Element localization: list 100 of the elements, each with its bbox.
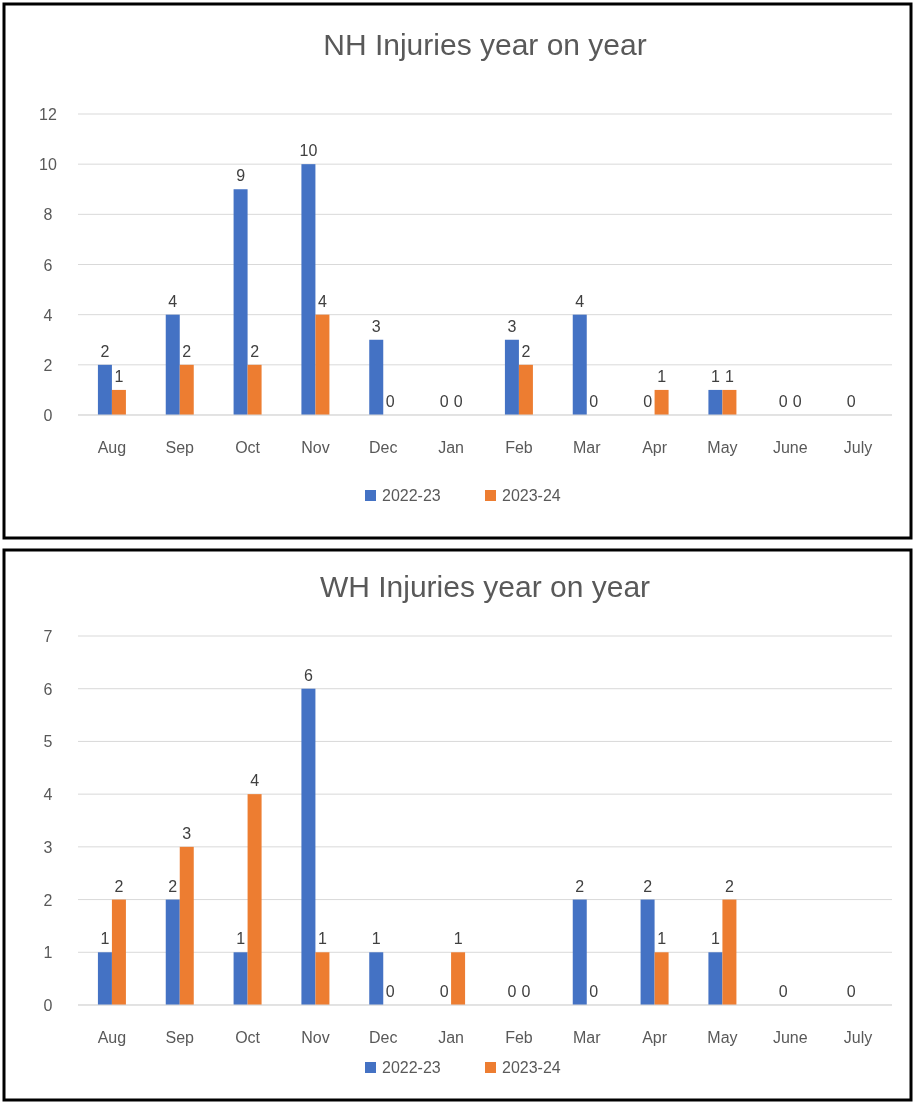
data-label: 1 — [236, 930, 246, 948]
data-label: 10 — [299, 142, 318, 160]
x-tick-label: Apr — [642, 1029, 668, 1046]
y-tick-label: 0 — [43, 997, 53, 1014]
data-label: 1 — [724, 367, 734, 385]
x-tick-label: Aug — [97, 439, 127, 456]
data-label: 1 — [657, 930, 667, 948]
y-tick-label: 6 — [43, 680, 53, 698]
bar — [233, 952, 248, 1005]
bar — [654, 952, 669, 1005]
bar — [179, 846, 194, 1005]
y-tick-label: 5 — [43, 733, 53, 751]
data-label: 1 — [114, 367, 124, 385]
data-label: 1 — [710, 367, 720, 385]
bar — [369, 339, 384, 415]
data-label: 0 — [439, 393, 449, 410]
bar — [233, 189, 248, 415]
x-tick-label: June — [772, 439, 808, 456]
bar — [451, 952, 466, 1005]
data-label: 2 — [114, 877, 124, 895]
chart-title: NH Injuries year on year — [323, 28, 647, 61]
data-label: 2 — [575, 877, 585, 895]
data-label: 2 — [182, 342, 192, 360]
y-tick-label: 6 — [43, 256, 53, 274]
bar — [722, 899, 737, 1005]
data-label: 2 — [100, 342, 110, 360]
data-label: 0 — [385, 983, 395, 1000]
bar — [97, 364, 112, 415]
bar — [369, 952, 384, 1005]
y-tick-label: 2 — [43, 891, 53, 909]
data-label: 1 — [657, 367, 667, 385]
bar — [504, 339, 519, 415]
x-tick-label: Apr — [642, 439, 668, 456]
data-label: 1 — [710, 930, 720, 948]
data-label: 2 — [643, 877, 653, 895]
x-tick-label: Nov — [301, 1029, 330, 1046]
bar — [722, 389, 737, 415]
data-label: 4 — [575, 292, 585, 310]
data-label: 0 — [846, 393, 856, 410]
legend-label: 2023-24 — [502, 487, 561, 504]
bar — [165, 899, 180, 1005]
y-tick-label: 2 — [43, 356, 53, 374]
data-label: 4 — [317, 292, 327, 310]
y-tick-label: 10 — [39, 156, 57, 174]
bar — [301, 688, 316, 1005]
x-tick-label: Feb — [505, 439, 533, 456]
y-tick-label: 0 — [43, 407, 53, 424]
legend-label: 2022-23 — [382, 487, 441, 504]
data-label: 0 — [643, 393, 653, 410]
x-tick-label: Oct — [235, 439, 261, 456]
y-tick-label: 4 — [43, 786, 53, 804]
data-label: 3 — [182, 824, 192, 842]
bar — [654, 389, 669, 415]
x-tick-label: Feb — [505, 1029, 533, 1046]
y-tick-label: 4 — [43, 306, 53, 324]
bar — [97, 952, 112, 1005]
y-tick-label: 3 — [43, 838, 53, 856]
bar — [111, 389, 126, 415]
x-tick-label: Aug — [97, 1029, 127, 1046]
bar — [315, 314, 330, 415]
bar — [708, 389, 723, 415]
data-label: 1 — [371, 930, 381, 948]
bar — [301, 164, 316, 415]
x-tick-label: Mar — [572, 439, 602, 456]
data-label: 2 — [250, 342, 260, 360]
bar — [708, 952, 723, 1005]
x-tick-label: Oct — [235, 1029, 261, 1046]
data-label: 0 — [521, 983, 531, 1000]
x-tick-label: July — [843, 1029, 873, 1046]
bar — [111, 899, 126, 1005]
y-tick-label: 1 — [43, 944, 53, 962]
data-label: 0 — [778, 393, 788, 410]
bar — [518, 364, 533, 415]
y-tick-label: 8 — [43, 206, 53, 224]
chart-title: WH Injuries year on year — [319, 570, 651, 603]
data-label: 0 — [589, 983, 599, 1000]
data-label: 0 — [589, 393, 599, 410]
data-label: 1 — [317, 930, 327, 948]
data-label: 2 — [521, 342, 531, 360]
x-tick-label: Jan — [438, 439, 464, 456]
data-label: 9 — [236, 167, 246, 185]
data-label: 2 — [168, 877, 178, 895]
data-label: 4 — [250, 772, 260, 790]
x-tick-label: Jan — [438, 1029, 464, 1046]
x-tick-label: Sep — [165, 439, 195, 456]
x-tick-label: Nov — [301, 439, 330, 456]
bar — [179, 364, 194, 415]
x-tick-label: Mar — [572, 1029, 602, 1046]
bar — [315, 952, 330, 1005]
data-label: 0 — [507, 983, 517, 1000]
bar — [640, 899, 655, 1005]
bar — [247, 364, 262, 415]
data-label: 0 — [778, 983, 788, 1000]
bar — [165, 314, 180, 415]
data-label: 0 — [792, 393, 802, 410]
legend-label: 2023-24 — [502, 1059, 561, 1076]
y-tick-label: 12 — [39, 106, 57, 123]
data-label: 0 — [846, 983, 856, 1000]
data-label: 1 — [100, 930, 110, 948]
data-label: 3 — [507, 317, 517, 335]
